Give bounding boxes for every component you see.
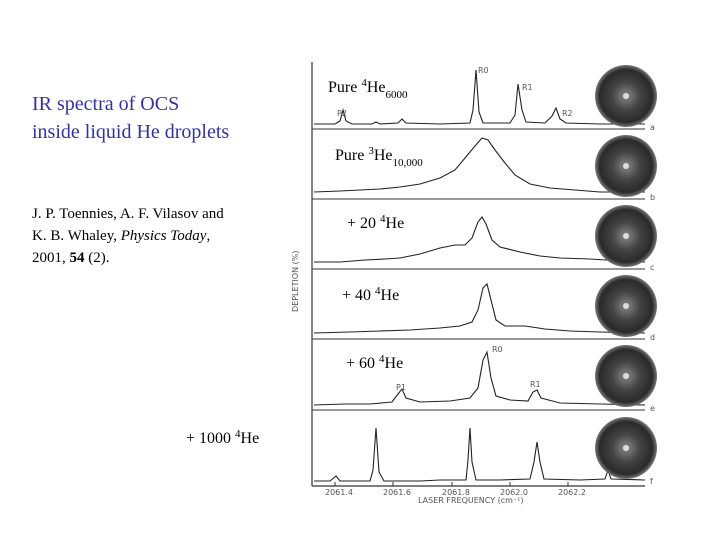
x-tick-label: 2061.4	[325, 488, 353, 497]
spectrum	[313, 350, 646, 406]
label-part: He	[386, 215, 405, 232]
x-tick-label: 2061.8	[442, 488, 470, 497]
label-part: + 40	[342, 287, 375, 304]
superscript: 3	[368, 145, 374, 157]
superscript: 4	[361, 77, 367, 89]
panel-label: + 60 4He	[346, 353, 403, 372]
superscript: 4	[380, 213, 386, 225]
peak-label: P2	[337, 109, 347, 118]
panel-letter: e	[650, 404, 655, 413]
panel-label: Pure 4He6000	[328, 77, 408, 101]
label-part: He	[367, 79, 386, 96]
baselines	[312, 128, 645, 486]
spectrum	[314, 216, 646, 263]
superscript: 4	[379, 353, 385, 365]
peak-label: R2	[562, 109, 573, 118]
label-part: + 20	[347, 215, 380, 232]
panel-label: + 20 4He	[347, 213, 404, 232]
panel-label: Pure 3He10,000	[335, 145, 423, 169]
citation: 2001,	[32, 250, 70, 266]
spectrum	[313, 282, 646, 334]
citation: ,	[206, 228, 210, 244]
citation: K. B. Whaley, Physics Today,	[32, 228, 210, 244]
x-tick-label: 2062.0	[500, 488, 528, 497]
panel-letter: f	[650, 477, 653, 486]
journal: Physics Today	[120, 228, 207, 244]
panel-letter: a	[650, 123, 655, 132]
panel-letter: d	[650, 333, 655, 342]
x-tick-label: 2062.2	[558, 488, 586, 497]
citation: J. P. Toennies, A. F. Vilasov and	[32, 206, 224, 222]
label-part: He	[385, 355, 404, 372]
spectrum	[314, 427, 646, 482]
superscript: 4	[235, 428, 241, 440]
superscript: 4	[375, 285, 381, 297]
panel-label: + 40 4He	[342, 285, 399, 304]
x-tick-label: 2061.6	[383, 488, 411, 497]
peak-label: R0	[492, 345, 503, 354]
y-axis-label: DEPLETION (%)	[291, 251, 300, 312]
citation: 2001, 54 (2).	[32, 250, 110, 266]
spectrum	[314, 69, 645, 125]
subscript: 10,000	[392, 157, 423, 169]
panel-label: + 1000 4He	[186, 428, 259, 447]
label-part: He	[374, 147, 393, 164]
citation: K. B. Whaley,	[32, 228, 121, 244]
label-part: He	[381, 287, 400, 304]
panel-letter: b	[650, 193, 655, 202]
x-axis-label: LASER FREQUENCY (cm⁻¹)	[418, 496, 524, 505]
label-part: Pure	[335, 147, 368, 164]
peak-label: R1	[522, 83, 533, 92]
peak-label: R0	[478, 66, 489, 75]
peak-label: R1	[530, 380, 541, 389]
title-line: IR spectra of OCS	[32, 93, 179, 115]
label-part: + 60	[346, 355, 379, 372]
volume: 54	[70, 250, 86, 266]
spectrum	[313, 137, 645, 193]
label-part: He	[241, 430, 260, 447]
panel-letter: c	[650, 263, 654, 272]
citation: (2).	[85, 250, 110, 266]
label-part: + 1000	[186, 430, 235, 447]
figure: DEPLETION (%) LASER FREQUENCY (cm⁻¹) 206…	[291, 62, 657, 505]
droplet-images	[595, 65, 657, 479]
label-part: Pure	[328, 79, 361, 96]
subscript: 6000	[385, 89, 408, 101]
peak-label: P1	[396, 383, 406, 392]
title-line: inside liquid He droplets	[32, 121, 229, 143]
